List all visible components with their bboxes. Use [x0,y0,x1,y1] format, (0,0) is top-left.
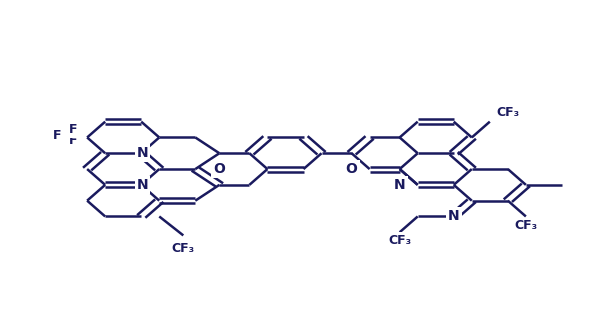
Text: CF₃: CF₃ [172,241,195,255]
Text: CF₃: CF₃ [496,106,519,119]
Text: N: N [394,178,406,192]
Text: N: N [136,178,148,192]
Text: O: O [346,162,358,176]
Text: F: F [69,134,78,147]
Text: CF₃: CF₃ [388,234,411,247]
Text: N: N [448,210,460,223]
Text: N: N [136,146,148,160]
Text: CF₃: CF₃ [514,219,537,233]
Text: O: O [213,162,225,176]
Text: F: F [53,129,61,142]
Text: F: F [69,123,78,136]
